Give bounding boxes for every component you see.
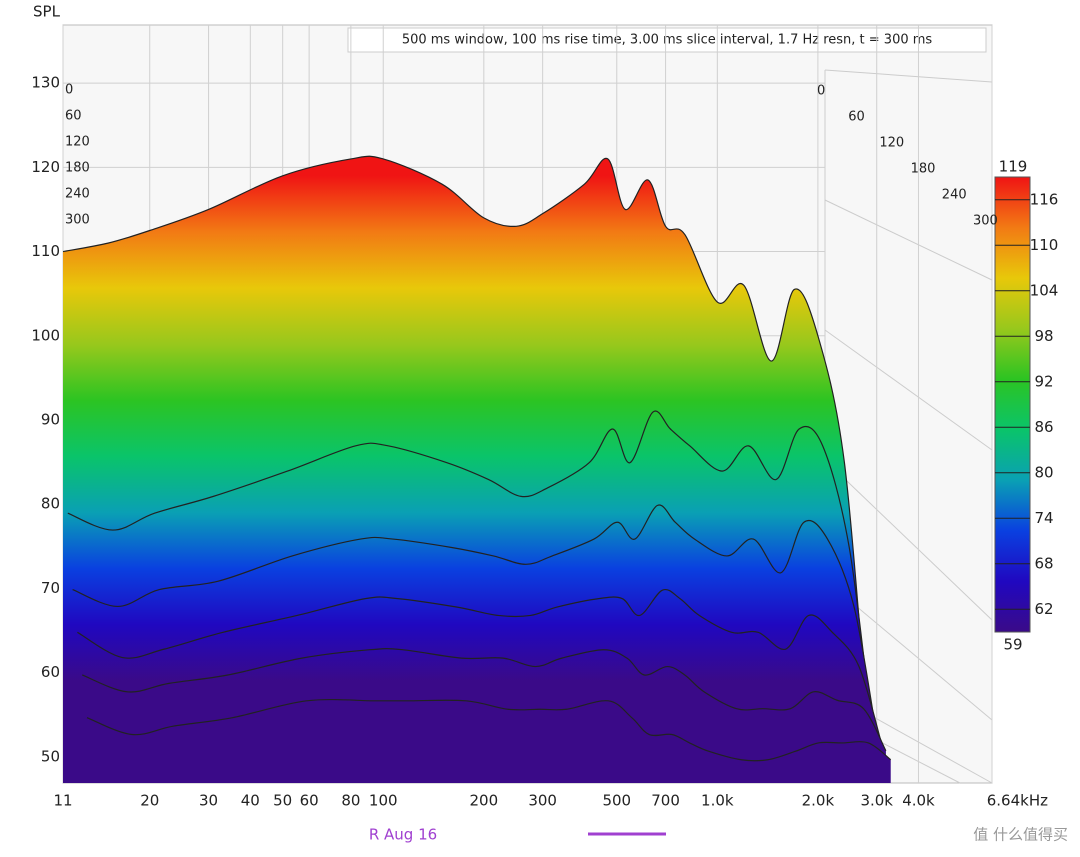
- x-tick-label: 20: [140, 792, 159, 810]
- slice-line: [72, 504, 877, 733]
- y-tick-label: 70: [41, 579, 60, 597]
- time-label: 300: [973, 214, 998, 229]
- colorbar-tick-label: 104: [1030, 281, 1059, 299]
- x-tick-label: 700: [651, 792, 680, 810]
- colorbar-min: 59: [1003, 636, 1022, 654]
- y-tick-label: 50: [41, 747, 60, 765]
- legend-label: R Aug 16: [369, 826, 437, 844]
- colorbar-tick-label: 68: [1034, 554, 1053, 572]
- colorbar-tick-label: 62: [1034, 600, 1053, 618]
- y-tick-label: 90: [41, 411, 60, 429]
- time-label: 0: [817, 84, 825, 99]
- slice-line: [81, 648, 887, 752]
- slice-line: [63, 155, 868, 715]
- colorbar-tick-label: 98: [1034, 327, 1053, 345]
- colorbar-tick-label: 92: [1034, 372, 1053, 390]
- y-tick-label: 60: [41, 663, 60, 681]
- time-label: 120: [879, 136, 904, 151]
- y-axis-label: SPL: [33, 3, 61, 21]
- colorbar-max: 119: [999, 158, 1028, 176]
- colorbar-tick-label: 86: [1034, 418, 1053, 436]
- time-label: 60: [65, 109, 82, 124]
- y-tick-label: 110: [31, 242, 60, 260]
- x-tick-label: 60: [300, 792, 319, 810]
- caption: 500 ms window, 100 ms rise time, 3.00 ms…: [402, 33, 933, 48]
- colorbar-tick-label: 116: [1030, 190, 1059, 208]
- slice-line: [77, 588, 882, 742]
- y-tick-label: 120: [31, 158, 60, 176]
- colorbar-tick-label: 74: [1034, 509, 1053, 527]
- x-tick-label: 80: [341, 792, 360, 810]
- x-tick-label: 11: [53, 792, 72, 810]
- slice-line: [67, 410, 873, 724]
- x-tick-label: 50: [273, 792, 292, 810]
- time-label: 0: [65, 83, 73, 98]
- caption-box: [347, 27, 987, 53]
- time-label: 60: [848, 110, 865, 125]
- colorbar-tick-label: 110: [1030, 236, 1059, 254]
- colorbar-tick-label: 80: [1034, 463, 1053, 481]
- y-tick-label: 130: [31, 74, 60, 92]
- time-label: 300: [65, 213, 90, 228]
- x-tick-label: 100: [369, 792, 398, 810]
- time-label: 180: [65, 161, 90, 176]
- y-tick-label: 80: [41, 495, 60, 513]
- slice-line: [86, 698, 892, 762]
- time-label: 180: [911, 162, 936, 177]
- y-tick-label: 100: [31, 326, 60, 344]
- time-label: 120: [65, 135, 90, 150]
- watermark: 值 什么值得买: [973, 826, 1068, 844]
- time-label: 240: [942, 188, 967, 203]
- time-label: 240: [65, 187, 90, 202]
- x-tick-label: 500: [602, 792, 631, 810]
- x-tick-label: 1.0k: [701, 792, 734, 810]
- x-tick-label: 3.0k: [860, 792, 893, 810]
- x-tick-label: 2.0k: [802, 792, 835, 810]
- slice-fill: [87, 699, 891, 783]
- x-tick-label: 200: [469, 792, 498, 810]
- x-tick-label: 30: [199, 792, 218, 810]
- x-tick-label: 6.64kHz: [987, 792, 1048, 810]
- colorbar: [994, 176, 1031, 633]
- x-tick-label: 40: [241, 792, 260, 810]
- x-tick-label: 300: [528, 792, 557, 810]
- x-tick-label: 4.0k: [902, 792, 935, 810]
